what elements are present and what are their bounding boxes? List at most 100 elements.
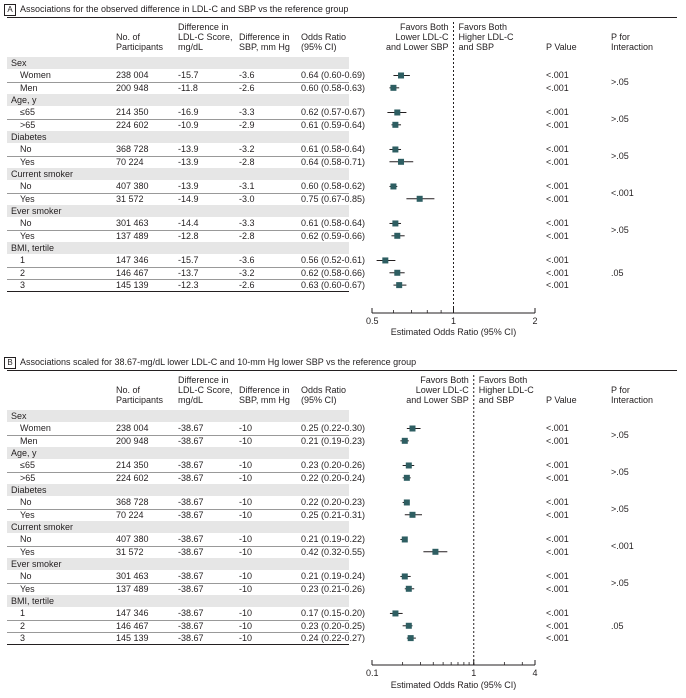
participants-value: 238 004 <box>116 70 149 81</box>
panel-title: A Associations for the observed differenc… <box>4 3 348 16</box>
p-interaction-value: >.05 <box>611 113 629 124</box>
participants-value: 368 728 <box>116 497 149 508</box>
participants-value: 146 467 <box>116 620 149 631</box>
odds-ratio-marker <box>392 610 399 617</box>
header-p-value: P Value <box>546 395 577 405</box>
header-odds-ratio: (95% CI) <box>301 395 337 405</box>
ldl-difference-value: -15.7 <box>178 255 199 266</box>
sbp-difference-value: -3.3 <box>239 218 255 229</box>
subgroup-label: >65 <box>20 119 36 130</box>
sbp-difference-value: -3.0 <box>239 193 255 204</box>
sbp-difference-value: -3.1 <box>239 181 255 192</box>
panel-title: B Associations scaled for 38.67-mg/dL low… <box>4 356 416 369</box>
p-value: <.001 <box>546 423 569 434</box>
odds-ratio-marker <box>390 84 397 91</box>
ldl-difference-value: -38.67 <box>178 571 204 582</box>
p-value: <.001 <box>546 107 569 118</box>
odds-ratio-value: 0.17 (0.15-0.20) <box>301 608 366 619</box>
ldl-difference-value: -16.9 <box>178 107 199 118</box>
header-ldl: Difference in <box>178 22 229 32</box>
group-band <box>7 204 349 218</box>
participants-value: 137 489 <box>116 230 149 241</box>
sbp-difference-value: -10 <box>239 460 253 471</box>
participants-value: 137 489 <box>116 583 149 594</box>
axis-tick-label: 0.5 <box>366 316 379 326</box>
participants-value: 200 948 <box>116 435 149 446</box>
odds-ratio-value: 0.64 (0.58-0.71) <box>301 156 366 167</box>
odds-ratio-value: 0.25 (0.22-0.30) <box>301 423 366 434</box>
header-participants: Participants <box>116 395 164 405</box>
participants-value: 70 224 <box>116 156 144 167</box>
odds-ratio-marker <box>392 220 399 227</box>
sbp-difference-value: -10 <box>239 632 253 643</box>
favors-higher-label: and SBP <box>458 42 495 52</box>
header-odds-ratio: (95% CI) <box>301 42 337 52</box>
row-rule <box>7 229 349 231</box>
header-p-value: P Value <box>546 42 577 52</box>
ldl-difference-value: -13.9 <box>178 144 199 155</box>
odds-ratio-value: 0.23 (0.21-0.26) <box>301 583 366 594</box>
participants-value: 368 728 <box>116 144 149 155</box>
p-value: <.001 <box>546 497 569 508</box>
odds-ratio-marker <box>401 437 408 444</box>
participants-value: 200 948 <box>116 82 149 93</box>
odds-ratio-marker <box>390 183 397 190</box>
odds-ratio-marker <box>401 573 408 580</box>
sbp-difference-value: -10 <box>239 509 253 520</box>
p-value: <.001 <box>546 583 569 594</box>
subgroup-label: No <box>20 181 32 192</box>
p-value: <.001 <box>546 156 569 167</box>
subgroup-label: 2 <box>20 267 26 278</box>
favors-lower-label: Favors Both <box>420 375 469 385</box>
p-interaction-value: >.05 <box>611 150 629 161</box>
odds-ratio-marker <box>392 121 399 128</box>
p-value: <.001 <box>546 534 569 545</box>
p-value: <.001 <box>546 181 569 192</box>
subgroup-label: No <box>20 497 32 508</box>
axis-tick-label: 1 <box>450 316 456 326</box>
ldl-difference-value: -14.9 <box>178 193 199 204</box>
odds-ratio-value: 0.61 (0.58-0.64) <box>301 218 366 229</box>
subgroup-label: Yes <box>20 583 35 594</box>
p-value: <.001 <box>546 255 569 266</box>
header-p-interaction: P for <box>611 385 630 395</box>
header-ldl: LDL-C Score, <box>178 32 233 42</box>
subgroup-label: Men <box>20 82 38 93</box>
header-participants: Participants <box>116 42 164 52</box>
odds-ratio-value: 0.22 (0.20-0.24) <box>301 472 366 483</box>
favors-lower-label: and Lower SBP <box>406 395 469 405</box>
sbp-difference-value: -10 <box>239 620 253 631</box>
p-value: <.001 <box>546 82 569 93</box>
subgroup-label: 3 <box>20 279 26 290</box>
group-band <box>7 446 349 460</box>
group-band <box>7 57 349 70</box>
axis-tick-label: 2 <box>532 316 538 326</box>
ldl-difference-value: -38.67 <box>178 423 204 434</box>
group-label: Current smoker <box>11 521 74 532</box>
panel-top-rule <box>7 17 677 18</box>
subgroup-label: Yes <box>20 546 35 557</box>
participants-value: 145 139 <box>116 632 149 643</box>
odds-ratio-value: 0.25 (0.21-0.31) <box>301 509 366 520</box>
ldl-difference-value: -14.4 <box>178 218 199 229</box>
header-ldl: LDL-C Score, <box>178 385 233 395</box>
ldl-difference-value: -12.8 <box>178 230 199 241</box>
p-value: <.001 <box>546 193 569 204</box>
axis-tick-label: 4 <box>532 668 538 678</box>
group-band <box>7 520 349 534</box>
p-interaction-value: >.05 <box>611 577 629 588</box>
odds-ratio-value: 0.60 (0.58-0.62) <box>301 181 366 192</box>
row-rule <box>7 278 349 280</box>
odds-ratio-value: 0.21 (0.19-0.24) <box>301 571 366 582</box>
participants-value: 214 350 <box>116 107 149 118</box>
odds-ratio-marker <box>401 536 408 543</box>
favors-lower-label: Lower LDL-C <box>395 32 449 42</box>
odds-ratio-value: 0.62 (0.58-0.66) <box>301 267 366 278</box>
sbp-difference-value: -10 <box>239 571 253 582</box>
row-rule <box>7 508 349 510</box>
odds-ratio-marker <box>409 425 416 432</box>
subgroup-label: Yes <box>20 230 35 241</box>
participants-value: 301 463 <box>116 571 149 582</box>
subgroup-label: Men <box>20 435 38 446</box>
